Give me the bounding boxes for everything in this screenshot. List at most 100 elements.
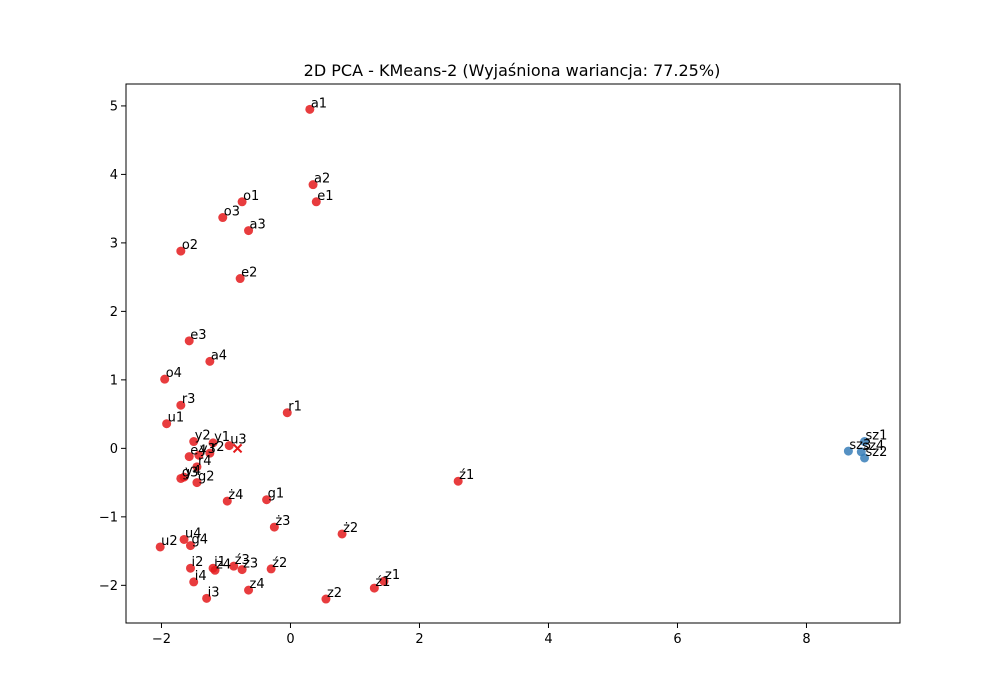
data-point bbox=[160, 374, 170, 384]
data-point bbox=[237, 565, 247, 575]
point-label: g4 bbox=[192, 533, 209, 548]
data-point bbox=[266, 564, 276, 574]
y-tick-label: −1 bbox=[99, 510, 118, 525]
point-label: ź2 bbox=[272, 556, 287, 571]
data-point bbox=[244, 585, 254, 595]
data-point bbox=[224, 441, 234, 451]
data-point bbox=[208, 438, 218, 448]
axis-ticks: −2 0 2 4 6 8 −2 −1 0 1 2 3 4 5 bbox=[99, 99, 811, 647]
point-label: a3 bbox=[250, 218, 266, 233]
data-point bbox=[321, 594, 331, 604]
point-label: r1 bbox=[288, 400, 302, 415]
data-point bbox=[194, 450, 204, 460]
point-label: y2 bbox=[195, 429, 211, 444]
point-label: e1 bbox=[317, 189, 333, 204]
data-point bbox=[210, 565, 220, 575]
point-label: i1 bbox=[214, 555, 226, 570]
data-point bbox=[179, 534, 189, 544]
point-label: u1 bbox=[168, 411, 185, 426]
point-label: z4 bbox=[216, 557, 231, 572]
point-label: r2 bbox=[211, 440, 225, 455]
data-point bbox=[282, 408, 292, 418]
point-label: ż4 bbox=[228, 488, 243, 503]
data-point bbox=[189, 577, 199, 587]
data-points bbox=[155, 104, 870, 604]
point-label: o1 bbox=[243, 189, 259, 204]
point-label: g2 bbox=[198, 470, 215, 485]
data-point bbox=[218, 213, 228, 223]
point-label: z3 bbox=[243, 557, 258, 572]
point-label: ż2 bbox=[343, 521, 358, 536]
point-label: sz2 bbox=[866, 445, 888, 460]
data-point bbox=[202, 593, 212, 603]
point-label: a4 bbox=[211, 348, 227, 363]
point-label: e4 bbox=[190, 444, 206, 459]
point-label: z4 bbox=[250, 577, 265, 592]
point-label: ź1 bbox=[459, 468, 474, 483]
data-point bbox=[176, 473, 186, 483]
point-label: a2 bbox=[314, 172, 330, 187]
point-label: i3 bbox=[208, 585, 220, 600]
x-tick-label: 0 bbox=[286, 632, 294, 647]
x-tick-label: −2 bbox=[152, 632, 171, 647]
data-point bbox=[860, 453, 870, 463]
data-point bbox=[192, 462, 202, 472]
point-label: u3 bbox=[230, 433, 247, 448]
data-point bbox=[244, 226, 254, 236]
data-point bbox=[369, 583, 379, 593]
y-tick-label: 5 bbox=[110, 99, 118, 114]
point-label: ź3 bbox=[235, 553, 250, 568]
data-point bbox=[176, 400, 186, 410]
point-label: o3 bbox=[224, 205, 240, 220]
data-point bbox=[155, 542, 165, 552]
data-point bbox=[222, 496, 232, 506]
data-point bbox=[308, 180, 318, 190]
x-tick-label: 4 bbox=[544, 632, 552, 647]
x-tick-label: 6 bbox=[673, 632, 681, 647]
data-point bbox=[184, 452, 194, 462]
data-point bbox=[192, 478, 202, 488]
point-label: r3 bbox=[182, 392, 196, 407]
data-point bbox=[235, 274, 245, 284]
y-tick-label: 4 bbox=[110, 168, 118, 183]
chart-title: 2D PCA - KMeans-2 (Wyjaśniona wariancja:… bbox=[304, 61, 721, 80]
y-tick-label: 3 bbox=[110, 236, 118, 251]
point-label: sz1 bbox=[866, 429, 888, 444]
y-tick-label: 2 bbox=[110, 305, 118, 320]
x-tick-label: 8 bbox=[802, 632, 810, 647]
data-point bbox=[337, 529, 347, 539]
point-label: ż3 bbox=[275, 514, 290, 529]
centroid-marker bbox=[232, 443, 243, 454]
data-point bbox=[184, 336, 194, 346]
y-tick-label: −2 bbox=[99, 579, 118, 594]
centroids bbox=[232, 443, 243, 454]
data-point bbox=[453, 476, 463, 486]
point-label: y1 bbox=[214, 430, 230, 445]
data-point bbox=[237, 197, 247, 207]
data-point bbox=[186, 563, 195, 573]
data-point bbox=[860, 437, 870, 447]
data-point bbox=[176, 246, 186, 256]
data-point bbox=[205, 356, 215, 366]
point-label: sz4 bbox=[862, 439, 884, 454]
point-label: a1 bbox=[311, 96, 327, 111]
data-point bbox=[162, 419, 172, 429]
point-label: r4 bbox=[198, 454, 212, 469]
point-label: y3 bbox=[200, 442, 216, 457]
data-point bbox=[311, 197, 321, 207]
y-tick-label: 1 bbox=[110, 373, 118, 388]
data-point bbox=[269, 522, 279, 532]
point-label: o4 bbox=[166, 366, 182, 381]
data-point bbox=[262, 495, 272, 505]
point-label: g1 bbox=[268, 487, 285, 502]
point-label: y4 bbox=[185, 464, 201, 479]
point-label: u4 bbox=[185, 526, 202, 541]
x-tick-label: 2 bbox=[415, 632, 423, 647]
point-label: i4 bbox=[195, 569, 207, 584]
point-label: i2 bbox=[192, 555, 204, 570]
data-point bbox=[843, 446, 853, 456]
point-label: sz3 bbox=[849, 438, 871, 453]
point-label: g3 bbox=[182, 465, 199, 480]
